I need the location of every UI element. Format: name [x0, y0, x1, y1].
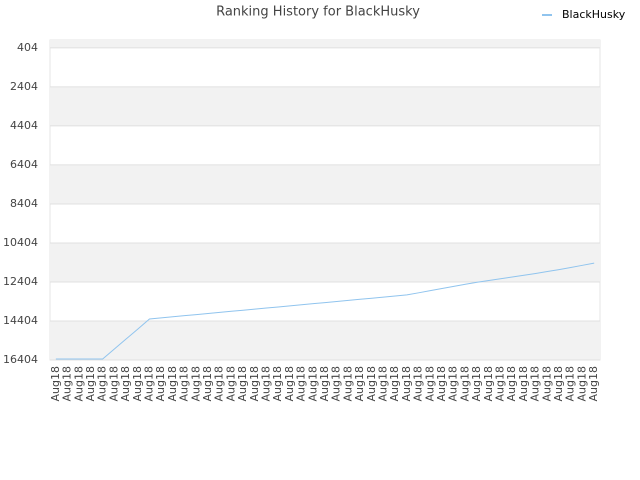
x-tick-label: Aug18 — [131, 366, 144, 401]
x-tick-label: Aug18 — [377, 366, 390, 401]
x-tick-label: Aug18 — [552, 366, 565, 401]
x-tick-label: Aug18 — [248, 366, 261, 401]
x-tick-label: Aug18 — [107, 366, 120, 401]
x-tick-label: Aug18 — [423, 366, 436, 401]
x-tick-label: Aug18 — [306, 366, 319, 401]
x-tick-label: Aug18 — [412, 366, 425, 401]
y-tick-label: 6404 — [10, 158, 38, 171]
x-tick-label: Aug18 — [142, 366, 155, 401]
x-tick-label: Aug18 — [119, 366, 132, 401]
x-tick-label: Aug18 — [271, 366, 284, 401]
series-line — [55, 262, 595, 360]
x-tick-label: Aug18 — [447, 366, 460, 401]
x-tick-label: Aug18 — [470, 366, 483, 401]
grid-band — [50, 242, 600, 282]
chart-title: Ranking History for BlackHusky — [216, 5, 420, 20]
x-tick-label: Aug18 — [529, 366, 542, 401]
x-tick-label: Aug18 — [388, 366, 401, 401]
x-tick-label: Aug18 — [575, 366, 588, 401]
x-tick-label: Aug18 — [201, 366, 214, 401]
x-tick-label: Aug18 — [494, 366, 507, 401]
x-tick-label: Aug18 — [435, 366, 448, 401]
grid-band — [50, 40, 600, 48]
x-tick-label: Aug18 — [482, 366, 495, 401]
x-tick-label: Aug18 — [458, 366, 471, 401]
x-tick-label: Aug18 — [72, 366, 85, 401]
x-tick-label: Aug18 — [189, 366, 202, 401]
x-tick-label: Aug18 — [96, 366, 109, 401]
x-tick-label: Aug18 — [154, 366, 167, 401]
legend-label: BlackHusky — [562, 8, 626, 21]
x-tick-label: Aug18 — [341, 366, 354, 401]
x-tick-label: Aug18 — [224, 366, 237, 401]
x-tick-label: Aug18 — [283, 366, 296, 401]
x-tick-label: Aug18 — [295, 366, 308, 401]
y-tick-label: 14404 — [3, 314, 38, 327]
x-tick-label: Aug18 — [84, 366, 97, 401]
x-tick-label: Aug18 — [353, 366, 366, 401]
x-tick-label: Aug18 — [259, 366, 272, 401]
y-tick-label: 2404 — [10, 80, 38, 93]
x-tick-label: Aug18 — [517, 366, 530, 401]
y-tick-label: 10404 — [3, 236, 38, 249]
x-tick-label: Aug18 — [587, 366, 600, 401]
y-tick-label: 404 — [17, 41, 38, 54]
y-tick-label: 16404 — [3, 353, 38, 366]
x-tick-label: Aug18 — [178, 366, 191, 401]
x-tick-label: Aug18 — [505, 366, 518, 401]
grid-band — [50, 320, 600, 360]
grid-band — [50, 86, 600, 126]
x-tick-label: Aug18 — [365, 366, 378, 401]
x-tick-label: Aug18 — [564, 366, 577, 401]
y-tick-label: 4404 — [10, 119, 38, 132]
x-tick-label: Aug18 — [540, 366, 553, 401]
x-tick-label: Aug18 — [166, 366, 179, 401]
x-tick-label: Aug18 — [400, 366, 413, 401]
x-tick-label: Aug18 — [318, 366, 331, 401]
x-tick-label: Aug18 — [236, 366, 249, 401]
x-tick-label: Aug18 — [330, 366, 343, 401]
grid-band — [50, 164, 600, 204]
x-tick-label: Aug18 — [213, 366, 226, 401]
y-tick-label: 8404 — [10, 197, 38, 210]
y-tick-label: 12404 — [3, 275, 38, 288]
x-tick-label: Aug18 — [49, 366, 62, 401]
x-tick-label: Aug18 — [61, 366, 74, 401]
